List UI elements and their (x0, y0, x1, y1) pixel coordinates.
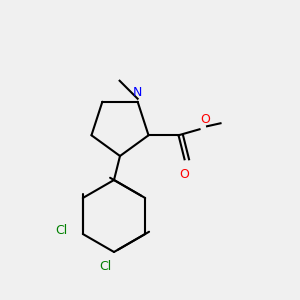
Text: O: O (200, 113, 210, 126)
Text: Cl: Cl (56, 224, 68, 238)
Text: N: N (133, 86, 142, 99)
Text: O: O (180, 168, 190, 181)
Text: Cl: Cl (99, 260, 111, 274)
